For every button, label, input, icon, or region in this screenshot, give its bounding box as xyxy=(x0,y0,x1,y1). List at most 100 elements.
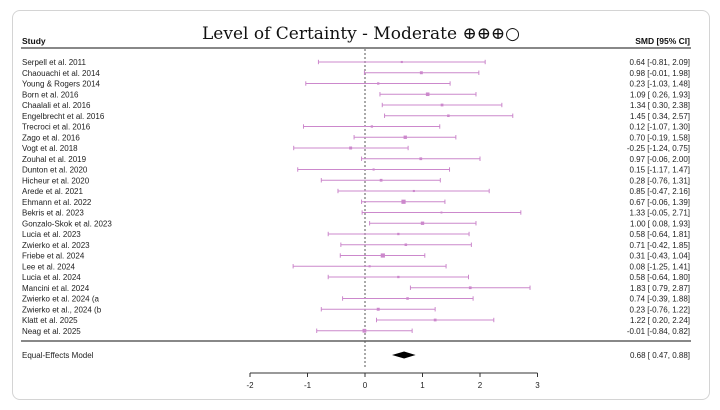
study-ci-text: 0.31 [-0.43, 1.04] xyxy=(630,252,691,261)
study-ci-text: 0.15 [-1.17, 1.47] xyxy=(630,166,691,175)
study-rows: Serpell et al. 2011 0.64 [-0.81, 2.09] Cha… xyxy=(22,49,690,367)
study-row: Zwierko et al. 2024 (a 0.74 [-0.39, 1.88] xyxy=(22,295,690,304)
point-estimate xyxy=(406,297,409,300)
study-ci-text: 1.34 [ 0.30, 2.38] xyxy=(630,101,690,110)
study-ci-text: 0.28 [-0.76, 1.31] xyxy=(630,176,691,185)
point-estimate xyxy=(401,199,406,204)
study-row: Zago et al. 2016 0.70 [-0.19, 1.58] xyxy=(22,133,690,142)
study-column-header: Study xyxy=(22,36,46,46)
study-row: Trecroci et al. 2016 0.12 [-1.07, 1.30] xyxy=(22,123,690,132)
point-estimate xyxy=(419,71,423,75)
study-label: Arede et al. 2021 xyxy=(22,187,83,196)
study-label: Born et al. 2016 xyxy=(22,90,79,99)
x-tick-label: 1 xyxy=(420,381,425,390)
study-ci-text: 1.33 [-0.05, 2.71] xyxy=(630,209,691,218)
study-row: Young & Rogers 2014 0.23 [-1.03, 1.48] xyxy=(22,80,690,89)
point-estimate xyxy=(368,265,371,268)
study-ci-text: 1.00 [ 0.08, 1.93] xyxy=(630,219,690,228)
point-estimate xyxy=(349,146,353,150)
point-estimate xyxy=(412,189,415,193)
study-row: Ehmann et al. 2022 0.67 [-0.06, 1.39] xyxy=(22,198,690,207)
study-ci-text: -0.25 [-1.24, 0.75] xyxy=(627,144,690,153)
study-label: Lee et al. 2024 xyxy=(22,262,75,271)
study-ci-text: 0.12 [-1.07, 1.30] xyxy=(630,123,691,132)
x-tick-label: 2 xyxy=(478,381,483,390)
study-ci-text: 0.85 [-0.47, 2.16] xyxy=(630,187,691,196)
study-label: Zago et al. 2016 xyxy=(22,133,80,142)
point-estimate xyxy=(362,328,367,333)
study-label: Ehmann et al. 2022 xyxy=(22,198,92,207)
study-ci-text: 0.98 [-0.01, 1.98] xyxy=(630,69,691,78)
study-label: Dunton et al. 2020 xyxy=(22,166,88,175)
study-ci-text: 0.71 [-0.42, 1.85] xyxy=(630,241,691,250)
study-label: Klatt et al. 2025 xyxy=(22,316,78,325)
study-label: Chaalali et al. 2016 xyxy=(22,101,91,110)
study-ci-text: 0.58 [-0.64, 1.80] xyxy=(630,273,691,282)
point-estimate xyxy=(370,125,374,128)
study-ci-text: 1.83 [ 0.79, 2.87] xyxy=(630,284,690,293)
study-row: Lucia et al. 2024 0.58 [-0.64, 1.80] xyxy=(22,273,690,282)
study-row: Chaalali et al. 2016 1.34 [ 0.30, 2.38] xyxy=(22,101,690,110)
study-row: Born et al. 2016 1.09 [ 0.26, 1.93] xyxy=(22,90,690,99)
study-label: Young & Rogers 2014 xyxy=(22,80,101,89)
effect-column-header: SMD [95% CI] xyxy=(635,36,690,46)
x-tick-label: -1 xyxy=(304,381,312,390)
study-ci-text: 1.09 [ 0.26, 1.93] xyxy=(630,90,690,99)
study-row: Zwierko et al. 2023 0.71 [-0.42, 1.85] xyxy=(22,241,690,250)
study-label: Gonzalo-Skok et al. 2023 xyxy=(22,219,112,228)
study-ci-text: -0.01 [-0.84, 0.82] xyxy=(627,327,690,336)
study-label: Zwierko et al. 2023 xyxy=(22,241,90,250)
study-row: Klatt et al. 2025 1.22 [ 0.20, 2.24] xyxy=(22,316,690,325)
point-estimate xyxy=(447,114,450,118)
study-row: Zouhal et al. 2019 0.97 [-0.06, 2.00] xyxy=(22,155,690,164)
study-label: Zwierko et al., 2024 (b xyxy=(22,305,102,314)
point-estimate xyxy=(380,253,385,258)
study-ci-text: 0.64 [-0.81, 2.09] xyxy=(630,58,691,67)
study-label: Engelbrecht et al. 2016 xyxy=(22,112,105,121)
study-ci-text: 0.08 [-1.25, 1.41] xyxy=(630,262,691,271)
point-estimate xyxy=(372,168,375,171)
summary-ci-text: 0.68 [ 0.47, 0.88] xyxy=(630,351,690,360)
chart-title: Level of Certainty - Moderate ⊕⊕⊕○ xyxy=(202,24,520,44)
point-estimate xyxy=(468,286,472,290)
study-ci-text: 0.58 [-0.64, 1.81] xyxy=(630,230,691,239)
point-estimate xyxy=(419,157,423,161)
study-row: Zwierko et al., 2024 (b 0.23 [-0.76, 1.22… xyxy=(22,305,690,314)
summary-diamond xyxy=(392,351,416,359)
summary-row: Equal-Effects Model 0.68 [ 0.47, 0.88] xyxy=(22,351,690,360)
study-row: Arede et al. 2021 0.85 [-0.47, 2.16] xyxy=(22,187,690,196)
study-label: Trecroci et al. 2016 xyxy=(22,123,91,132)
x-tick-label: 3 xyxy=(535,381,540,390)
study-ci-text: 1.45 [ 0.34, 2.57] xyxy=(630,112,690,121)
point-estimate xyxy=(379,178,383,182)
study-row: Gonzalo-Skok et al. 2023 1.00 [ 0.08, 1.9… xyxy=(22,219,690,228)
study-label: Neag et al. 2025 xyxy=(22,327,81,336)
figure-frame: Level of Certainty - Moderate ⊕⊕⊕○ Study… xyxy=(12,10,710,400)
study-row: Chaouachi et al. 2014 0.98 [-0.01, 1.98] xyxy=(22,69,690,78)
study-label: Lucia et al. 2024 xyxy=(22,273,81,282)
point-estimate xyxy=(397,275,400,279)
study-row: Lucia et al. 2023 0.58 [-0.64, 1.81] xyxy=(22,230,690,239)
study-ci-text: 0.74 [-0.39, 1.88] xyxy=(630,295,691,304)
study-row: Serpell et al. 2011 0.64 [-0.81, 2.09] xyxy=(22,58,690,67)
study-row: Bekris et al. 2023 1.33 [-0.05, 2.71] xyxy=(22,209,690,218)
study-label: Hicheur et al. 2020 xyxy=(22,176,90,185)
forest-plot: Level of Certainty - Moderate ⊕⊕⊕○ Study… xyxy=(21,24,691,390)
point-estimate xyxy=(397,232,400,236)
point-estimate xyxy=(433,318,437,322)
study-ci-text: 0.23 [-1.03, 1.48] xyxy=(630,80,691,89)
x-axis: -2 -1 0 1 2 3 xyxy=(246,372,540,390)
point-estimate xyxy=(420,221,425,225)
x-tick-label: 0 xyxy=(363,381,368,390)
study-row: Neag et al. 2025 -0.01 [-0.84, 0.82] xyxy=(22,327,690,336)
study-ci-text: 0.23 [-0.76, 1.22] xyxy=(630,305,691,314)
study-label: Zouhal et al. 2019 xyxy=(22,155,87,164)
x-tick-label: -2 xyxy=(246,381,254,390)
point-estimate xyxy=(376,307,380,311)
study-row: Dunton et al. 2020 0.15 [-1.17, 1.47] xyxy=(22,166,690,175)
study-label: Zwierko et al. 2024 (a xyxy=(22,295,99,304)
study-row: Friebe et al. 2024 0.31 [-0.43, 1.04] xyxy=(22,252,690,261)
study-ci-text: 1.22 [ 0.20, 2.24] xyxy=(630,316,690,325)
study-ci-text: 0.97 [-0.06, 2.00] xyxy=(630,155,691,164)
study-label: Lucia et al. 2023 xyxy=(22,230,81,239)
